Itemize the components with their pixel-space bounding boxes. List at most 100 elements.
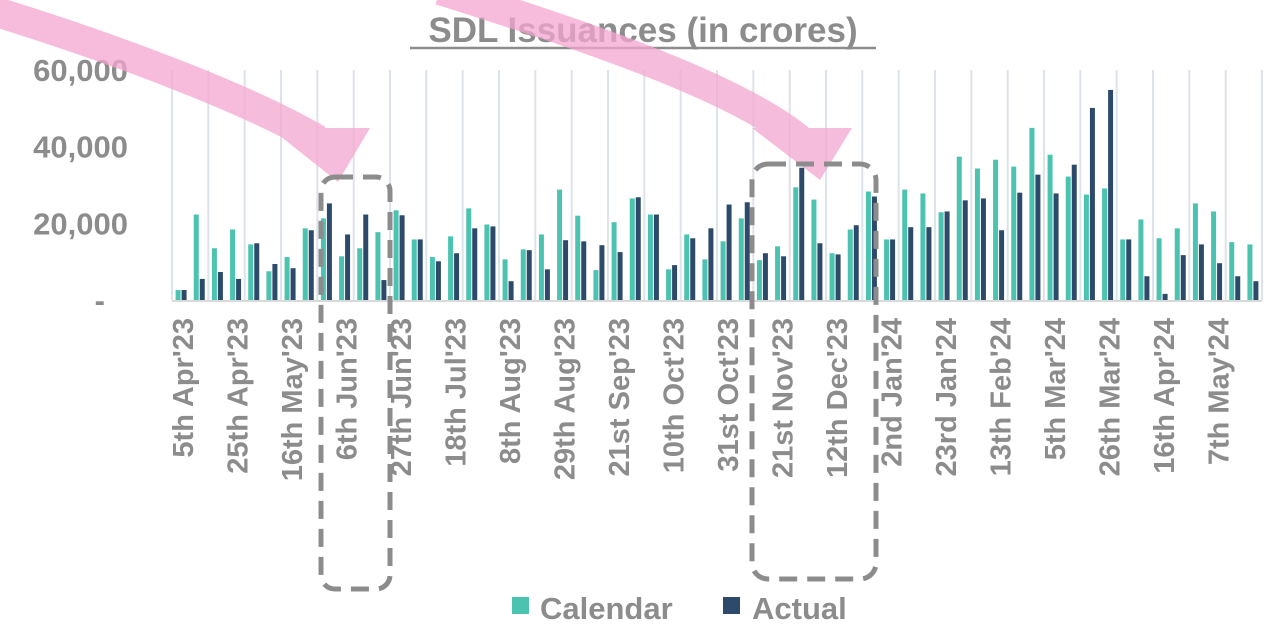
- bar-actual-20: [544, 269, 550, 300]
- pink-arrow-2: [435, 0, 810, 152]
- annotation-overlays: [0, 0, 852, 182]
- bar-calendar-55: [1174, 228, 1180, 300]
- bar-calendar-25: [629, 198, 635, 300]
- bar-actual-54: [1162, 293, 1168, 300]
- bar-actual-14: [435, 261, 441, 300]
- bar-calendar-11: [375, 232, 381, 300]
- bar-actual-31: [744, 202, 750, 300]
- bar-actual-0: [181, 290, 187, 300]
- bar-calendar-17: [484, 224, 490, 300]
- x-tick-label: 12th Dec'23: [822, 318, 854, 478]
- x-tick-label: 25th Apr'23: [223, 318, 255, 474]
- pink-arrow-2-head: [752, 128, 852, 180]
- bar-calendar-12: [393, 210, 399, 300]
- y-tick-label: 40,000: [33, 130, 128, 165]
- bar-calendar-35: [811, 199, 817, 300]
- x-tick-label: 13th Feb'24: [986, 318, 1018, 476]
- bar-actual-34: [799, 167, 805, 300]
- bar-calendar-10: [357, 248, 363, 300]
- bar-calendar-51: [1102, 188, 1108, 300]
- bar-actual-12: [399, 215, 405, 300]
- bar-actual-4: [254, 243, 260, 300]
- bar-calendar-15: [448, 236, 454, 300]
- bar-actual-55: [1180, 255, 1186, 300]
- bar-calendar-49: [1065, 176, 1071, 300]
- y-tick-label: 20,000: [33, 206, 128, 241]
- bar-actual-45: [999, 230, 1005, 300]
- x-tick-label: 5th Apr'23: [168, 318, 200, 458]
- bar-calendar-48: [1047, 154, 1053, 300]
- x-axis-ticks: 5th Apr'23 25th Apr'23 16th May'23 6th Jun'…: [168, 318, 1236, 481]
- bar-actual-52: [1126, 239, 1132, 300]
- bar-calendar-27: [666, 269, 672, 300]
- bar-actual-40: [908, 227, 914, 300]
- bars: [175, 89, 1259, 300]
- bar-calendar-13: [411, 239, 417, 300]
- bar-actual-32: [762, 253, 768, 300]
- bar-actual-19: [526, 250, 532, 300]
- highlight-box-jun: [318, 174, 393, 592]
- x-tick-label: 8th Aug'23: [495, 318, 527, 464]
- bar-calendar-45: [993, 159, 999, 300]
- bar-calendar-28: [684, 234, 690, 300]
- bar-calendar-2: [211, 248, 217, 300]
- legend-label-actual: Actual: [752, 591, 847, 626]
- bar-actual-22: [581, 241, 587, 300]
- x-tick-label: 18th Jul'23: [441, 318, 473, 467]
- bar-actual-49: [1071, 164, 1077, 300]
- bar-actual-13: [417, 239, 423, 300]
- bar-actual-53: [1144, 276, 1150, 300]
- bar-actual-28: [690, 238, 696, 300]
- x-tick-label: 21st Sep'23: [604, 318, 636, 476]
- bar-calendar-18: [502, 259, 508, 300]
- bar-actual-35: [817, 243, 823, 300]
- bar-actual-21: [563, 240, 569, 300]
- bar-actual-43: [962, 200, 968, 300]
- x-tick-label: 10th Oct'23: [659, 318, 691, 473]
- bar-calendar-30: [720, 241, 726, 300]
- bar-actual-7: [308, 230, 314, 300]
- bar-actual-39: [890, 239, 896, 300]
- bar-calendar-19: [520, 249, 526, 300]
- bar-calendar-38: [865, 191, 871, 300]
- x-tick-label: 29th Aug'23: [550, 318, 582, 480]
- bar-actual-17: [490, 226, 496, 300]
- x-tick-label: 16th May'23: [277, 318, 309, 481]
- bar-calendar-34: [793, 187, 799, 300]
- bar-calendar-26: [647, 214, 653, 300]
- bar-actual-58: [1235, 276, 1241, 300]
- bar-calendar-9: [339, 256, 345, 300]
- bar-calendar-23: [593, 270, 599, 300]
- bar-actual-1: [199, 278, 205, 300]
- bar-actual-15: [454, 253, 460, 300]
- bar-actual-41: [926, 227, 932, 300]
- bar-actual-33: [781, 256, 787, 300]
- bar-actual-46: [1017, 192, 1023, 300]
- bar-actual-18: [508, 281, 514, 300]
- gridlines: [171, 70, 1263, 300]
- bar-calendar-33: [775, 246, 781, 300]
- bar-calendar-44: [974, 168, 980, 300]
- bar-calendar-46: [1011, 166, 1017, 300]
- x-tick-label: 31st Oct'23: [713, 318, 745, 472]
- pink-arrow-1-head: [270, 128, 370, 182]
- bar-calendar-59: [1247, 244, 1253, 300]
- bar-actual-29: [708, 228, 714, 300]
- x-tick-label: 23rd Jan'24: [931, 318, 963, 476]
- bar-calendar-31: [738, 218, 744, 300]
- bar-calendar-53: [1138, 219, 1144, 300]
- bar-actual-56: [1198, 244, 1204, 300]
- bar-calendar-20: [538, 234, 544, 300]
- bar-actual-6: [290, 268, 296, 300]
- bar-calendar-3: [230, 229, 236, 300]
- bar-calendar-43: [956, 156, 962, 300]
- bar-actual-25: [635, 197, 641, 300]
- bar-actual-48: [1053, 193, 1059, 300]
- bar-actual-51: [1108, 89, 1114, 300]
- bar-actual-16: [472, 228, 478, 300]
- bar-actual-23: [599, 245, 605, 300]
- bar-actual-57: [1217, 263, 1223, 300]
- bar-calendar-21: [557, 189, 563, 300]
- pink-arrow-1: [0, 0, 326, 153]
- x-tick-label: 7th May'24: [1204, 318, 1236, 465]
